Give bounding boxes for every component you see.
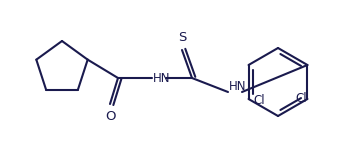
- Text: Cl: Cl: [296, 92, 307, 105]
- Text: S: S: [178, 31, 186, 44]
- Text: O: O: [105, 110, 115, 123]
- Text: HN: HN: [229, 80, 246, 93]
- Text: Cl: Cl: [253, 94, 265, 108]
- Text: HN: HN: [153, 72, 171, 86]
